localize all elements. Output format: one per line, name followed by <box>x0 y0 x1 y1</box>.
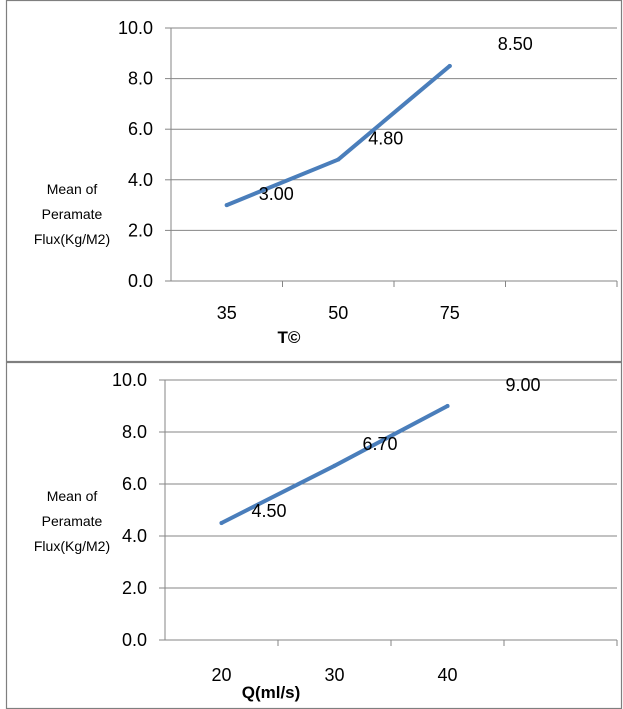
data-label: 6.70 <box>363 434 398 454</box>
y-tick-label: 10.0 <box>118 18 153 38</box>
data-point <box>447 63 452 68</box>
y-tick-label: 2.0 <box>128 220 153 240</box>
x-tick-label: 40 <box>437 665 457 685</box>
y-axis-label: Flux(Kg/M2) <box>34 231 110 247</box>
x-tick-label: 50 <box>328 303 348 323</box>
y-axis-label: Peramate <box>42 206 103 222</box>
chart-border <box>5 0 623 363</box>
y-tick-label: 6.0 <box>122 474 147 494</box>
data-label: 8.50 <box>498 34 533 54</box>
data-label: 3.00 <box>259 184 294 204</box>
chart-panel-flow-rate: 0.0 2.0 4.0 6.0 8.0 10.0 20 30 40 4.50 6.70 9.00 Mea… <box>5 361 623 709</box>
x-tick-label: 35 <box>217 303 237 323</box>
y-axis-label: Flux(Kg/M2) <box>34 538 110 554</box>
y-axis-label: Mean of <box>47 181 98 197</box>
data-point <box>445 404 450 408</box>
y-tick-label: 10.0 <box>112 370 147 390</box>
x-tick-label: 30 <box>324 665 344 685</box>
x-tick-label: 75 <box>440 303 460 323</box>
data-label: 9.00 <box>506 375 541 395</box>
x-tick-label: 20 <box>211 665 231 685</box>
y-tick-label: 4.0 <box>128 170 153 190</box>
data-point <box>336 157 341 162</box>
data-label: 4.80 <box>368 129 403 149</box>
y-tick-label: 4.0 <box>122 526 147 546</box>
data-point <box>332 463 337 468</box>
y-tick-label: 8.0 <box>128 69 153 89</box>
y-tick-label: 6.0 <box>128 119 153 139</box>
y-tick-label: 0.0 <box>122 630 147 650</box>
data-point <box>219 521 224 525</box>
y-tick-label: 0.0 <box>128 271 153 291</box>
y-tick-label: 8.0 <box>122 422 147 442</box>
x-axis-label: T© <box>278 328 301 347</box>
x-axis-label: Q(ml/s) <box>242 683 301 702</box>
y-axis-label: Peramate <box>42 513 103 529</box>
chart-panel-temperature: 0.0 2.0 4.0 6.0 8.0 10.0 35 50 75 3.00 4.80 8.50 Mea… <box>5 0 623 363</box>
data-label: 4.50 <box>252 501 287 521</box>
y-tick-label: 2.0 <box>122 578 147 598</box>
y-axis-label: Mean of <box>47 488 98 504</box>
data-point <box>224 203 229 208</box>
